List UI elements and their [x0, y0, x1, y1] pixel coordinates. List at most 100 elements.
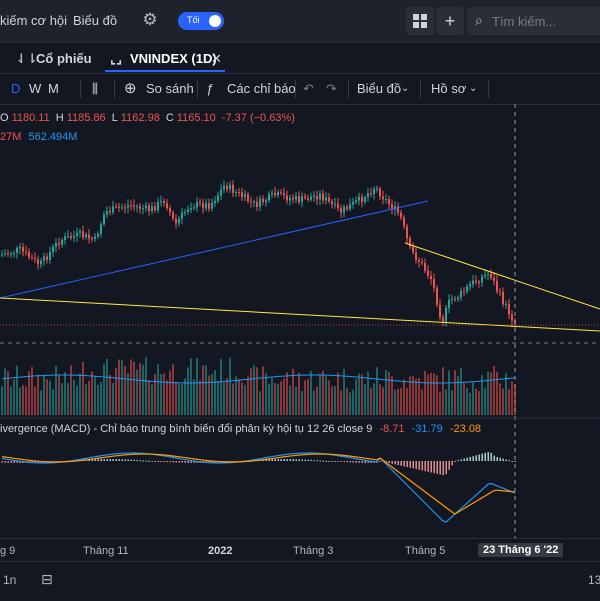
- tab-stocks[interactable]: Cổ phiếu: [36, 51, 92, 66]
- macd-hist-bar: [436, 461, 438, 474]
- macd-hist-bar: [451, 461, 453, 466]
- divider: [420, 80, 421, 98]
- candle-body: [211, 202, 213, 209]
- volume-bar: [181, 384, 183, 415]
- volume-bar: [292, 368, 294, 415]
- volume-bar: [250, 368, 252, 415]
- volume-bar: [130, 359, 132, 415]
- candle-body: [271, 192, 273, 195]
- candle-body: [454, 298, 456, 300]
- chart-type-menu[interactable]: Biểu đồ: [357, 81, 402, 96]
- profile-menu[interactable]: Hồ sơ: [431, 81, 467, 96]
- time-tick: 2022: [208, 545, 233, 557]
- macd-hist-bar: [355, 461, 357, 463]
- macd-hist-bar: [280, 459, 282, 461]
- candle-body: [268, 194, 270, 201]
- undo-icon[interactable]: ↶: [303, 81, 314, 96]
- macd-hist-bar: [433, 461, 435, 474]
- candle-body: [166, 203, 168, 209]
- date-range-icon[interactable]: ⊟: [41, 571, 53, 587]
- tab-vnindex[interactable]: VNINDEX (1D): [130, 51, 217, 66]
- nav-opportunities[interactable]: kiếm cơ hội: [0, 13, 68, 28]
- indicators-icon[interactable]: ƒ: [206, 81, 214, 96]
- candle-body: [46, 256, 48, 260]
- volume-bar: [178, 384, 180, 415]
- candle-body: [436, 287, 438, 305]
- candle-body: [340, 208, 342, 213]
- theme-toggle[interactable]: Tối: [178, 12, 224, 30]
- macd-hist-bar: [166, 461, 168, 463]
- chevron-down-icon[interactable]: ⌄: [469, 83, 478, 94]
- candle-body: [457, 297, 459, 300]
- volume-bar: [490, 372, 492, 415]
- volume-bar: [406, 388, 408, 415]
- volume-bar: [193, 379, 195, 415]
- search-box[interactable]: ⌕ Tìm kiếm...: [467, 7, 600, 35]
- chevron-down-icon[interactable]: ⌄: [401, 83, 410, 94]
- macd-signal-value: -23.08: [449, 423, 482, 435]
- grid-layout-icon[interactable]: [406, 7, 434, 35]
- candle-body: [508, 303, 510, 315]
- candle-body: [487, 274, 489, 276]
- interval-d[interactable]: D: [11, 81, 21, 96]
- blue-trendline[interactable]: [0, 200, 429, 299]
- macd-hist-bar: [394, 461, 396, 465]
- gear-icon[interactable]: ⚙: [142, 10, 158, 29]
- add-icon[interactable]: +: [436, 7, 464, 35]
- toggle-knob: [209, 15, 221, 27]
- candle-body: [145, 205, 147, 209]
- candle-body: [334, 203, 336, 205]
- candle-body: [463, 290, 465, 292]
- volume-bar: [64, 372, 66, 415]
- candle-body: [385, 198, 387, 200]
- candle-body: [163, 201, 165, 204]
- interval-m[interactable]: M: [48, 81, 59, 96]
- candle-body: [316, 195, 318, 200]
- candle-body: [124, 207, 126, 209]
- volume-value: 27M: [0, 131, 22, 143]
- macd-hist-bar: [94, 459, 96, 461]
- candle-body: [223, 185, 225, 190]
- macd-hist-bar: [283, 459, 285, 461]
- time-axis[interactable]: g 9 Tháng 11 2022 Tháng 3 Tháng 5 23 Thá…: [0, 538, 600, 561]
- candle-body: [298, 196, 300, 203]
- macd-hist-bar: [409, 461, 411, 468]
- crosshair-date-label: 23 Tháng 6 '22: [478, 543, 564, 557]
- redo-icon[interactable]: ↷: [326, 81, 337, 96]
- candle-style-icon[interactable]: ⫼: [92, 81, 98, 96]
- divider: [295, 80, 296, 98]
- candle-body: [247, 194, 249, 202]
- volume-bar: [205, 365, 207, 415]
- volume-bar: [430, 372, 432, 415]
- yellow-support-line[interactable]: [0, 297, 600, 332]
- candle-body: [283, 193, 285, 196]
- candle-body: [439, 304, 441, 318]
- interval-w[interactable]: W: [29, 81, 42, 96]
- volume-bar: [484, 387, 486, 415]
- candle-body: [478, 282, 480, 284]
- volume-bar: [328, 380, 330, 415]
- volume-bar: [493, 365, 495, 415]
- candle-body: [85, 234, 87, 238]
- compare-button[interactable]: So sánh: [146, 81, 194, 96]
- add-circle-icon[interactable]: ⊕: [124, 80, 137, 97]
- macd-hist-bar: [379, 461, 381, 462]
- volume-bar: [61, 382, 63, 415]
- macd-hist-bar: [487, 452, 489, 461]
- candle-body: [106, 211, 108, 215]
- macd-hist-bar: [406, 461, 408, 468]
- yellow-resistance-line[interactable]: [404, 242, 600, 310]
- volume-bar: [427, 374, 429, 415]
- indicators-button[interactable]: Các chỉ báo: [227, 81, 296, 96]
- candle-body: [427, 270, 429, 276]
- timeframe-1n[interactable]: 1n: [3, 573, 17, 587]
- close-tab-icon[interactable]: ✕: [211, 51, 222, 66]
- volume-bar: [73, 379, 75, 415]
- macd-hist-bar: [424, 461, 426, 472]
- search-placeholder[interactable]: Tìm kiếm...: [492, 14, 557, 29]
- nav-chart[interactable]: Biểu đồ: [73, 13, 118, 28]
- macd-hist-bar: [1, 461, 3, 463]
- price-chart[interactable]: [0, 104, 600, 538]
- macd-hist-bar: [310, 459, 312, 461]
- volume-bar: [472, 381, 474, 415]
